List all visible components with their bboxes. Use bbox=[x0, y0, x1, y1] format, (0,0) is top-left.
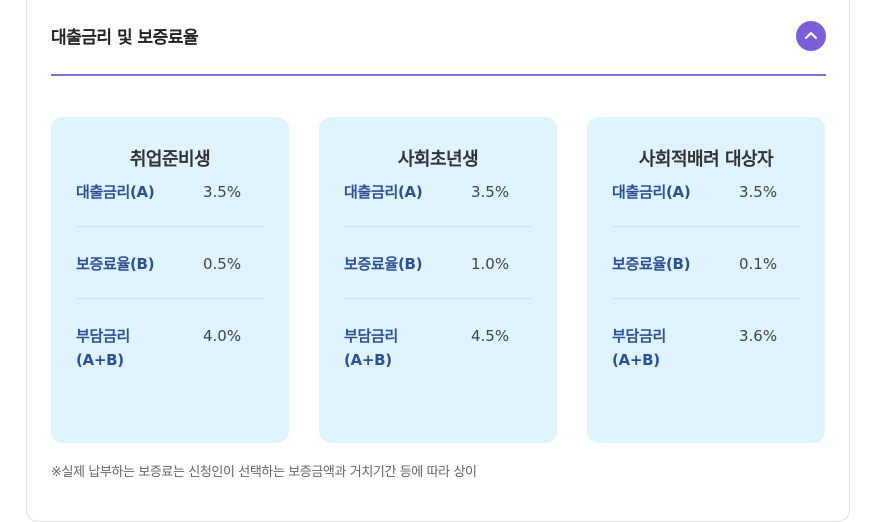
total-rate-label-line1: 부담금리 bbox=[76, 327, 131, 345]
card-title: 사회초년생 bbox=[397, 149, 479, 170]
loan-rate-value: 3.5% bbox=[203, 183, 242, 201]
loan-rate-label: 대출금리(A) bbox=[76, 183, 155, 201]
header-divider bbox=[51, 74, 826, 76]
guarantee-rate-value: 1.0% bbox=[471, 255, 510, 273]
total-rate-value: 4.0% bbox=[203, 327, 242, 345]
footnote: ※실제 납부하는 보증료는 신청인이 선택하는 보증금액과 거치기간 등에 따라… bbox=[51, 465, 477, 480]
total-rate-label: 부담금리 (A+B) bbox=[612, 324, 666, 372]
total-rate-label: 부담금리 (A+B) bbox=[344, 324, 398, 372]
total-rate-value: 3.6% bbox=[739, 327, 778, 345]
total-rate-value: 4.5% bbox=[471, 327, 510, 345]
card-title: 사회적배려 대상자 bbox=[638, 149, 774, 170]
rate-card-social-consideration: 사회적배려 대상자 대출금리(A) 3.5% 보증료율(B) 0.1% 부담금리… bbox=[587, 117, 825, 443]
total-rate-label-line2: (A+B) bbox=[76, 351, 124, 369]
row-divider bbox=[612, 226, 800, 227]
guarantee-rate-value: 0.5% bbox=[203, 255, 242, 273]
row-divider bbox=[344, 298, 532, 299]
row-divider bbox=[612, 298, 800, 299]
total-rate-label-line2: (A+B) bbox=[344, 351, 392, 369]
collapse-button[interactable] bbox=[796, 21, 826, 51]
rate-card-new-worker: 사회초년생 대출금리(A) 3.5% 보증료율(B) 1.0% 부담금리 (A+… bbox=[319, 117, 557, 443]
guarantee-rate-label: 보증료율(B) bbox=[612, 255, 691, 273]
row-divider bbox=[76, 226, 264, 227]
loan-rate-label: 대출금리(A) bbox=[344, 183, 423, 201]
guarantee-rate-value: 0.1% bbox=[739, 255, 778, 273]
total-rate-label-line1: 부담금리 bbox=[612, 327, 667, 345]
rate-card-job-seeker: 취업준비생 대출금리(A) 3.5% 보증료율(B) 0.5% 부담금리 (A+… bbox=[51, 117, 289, 443]
loan-rate-value: 3.5% bbox=[471, 183, 510, 201]
section-title: 대출금리 및 보증료율 bbox=[51, 28, 199, 48]
loan-rate-value: 3.5% bbox=[739, 183, 778, 201]
loan-rate-label: 대출금리(A) bbox=[612, 183, 691, 201]
row-divider bbox=[344, 226, 532, 227]
total-rate-label-line1: 부담금리 bbox=[344, 327, 399, 345]
total-rate-label-line2: (A+B) bbox=[612, 351, 660, 369]
card-title: 취업준비생 bbox=[129, 149, 211, 170]
guarantee-rate-label: 보증료율(B) bbox=[76, 255, 155, 273]
total-rate-label: 부담금리 (A+B) bbox=[76, 324, 130, 372]
row-divider bbox=[76, 298, 264, 299]
guarantee-rate-label: 보증료율(B) bbox=[344, 255, 423, 273]
chevron-up-icon bbox=[805, 32, 817, 39]
